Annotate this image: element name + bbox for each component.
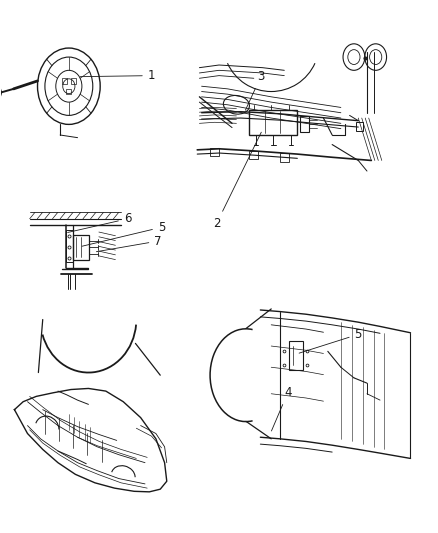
Bar [289,341,303,370]
Text: 3: 3 [245,70,265,110]
Text: 4: 4 [272,386,292,431]
Text: 2: 2 [213,132,261,230]
Text: 1: 1 [80,69,155,82]
Text: 6: 6 [67,212,131,232]
Text: 5: 5 [299,328,362,353]
Bar [71,78,76,84]
Bar [300,116,309,132]
Bar [210,148,219,156]
Bar [280,153,289,161]
Bar [66,89,71,94]
Bar [73,235,89,260]
Bar [356,122,363,131]
Bar [250,110,297,135]
Bar [62,78,67,84]
Text: 7: 7 [96,235,162,252]
Text: 5: 5 [82,221,165,246]
Bar [66,230,73,262]
Bar [250,151,258,159]
